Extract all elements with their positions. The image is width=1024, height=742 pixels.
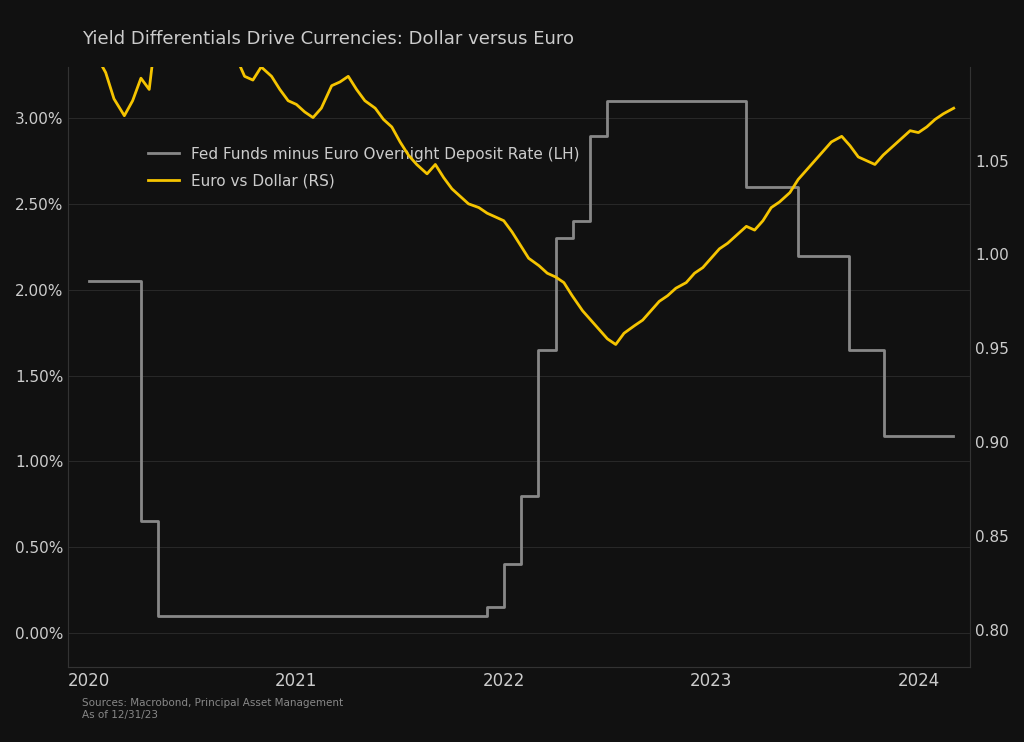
Text: Sources: Macrobond, Principal Asset Management
As of 12/31/23: Sources: Macrobond, Principal Asset Mana… xyxy=(82,698,343,720)
Text: Yield Differentials Drive Currencies: Dollar versus Euro: Yield Differentials Drive Currencies: Do… xyxy=(82,30,573,47)
Legend: Fed Funds minus Euro Overnight Deposit Rate (LH), Euro vs Dollar (RS): Fed Funds minus Euro Overnight Deposit R… xyxy=(148,147,580,188)
